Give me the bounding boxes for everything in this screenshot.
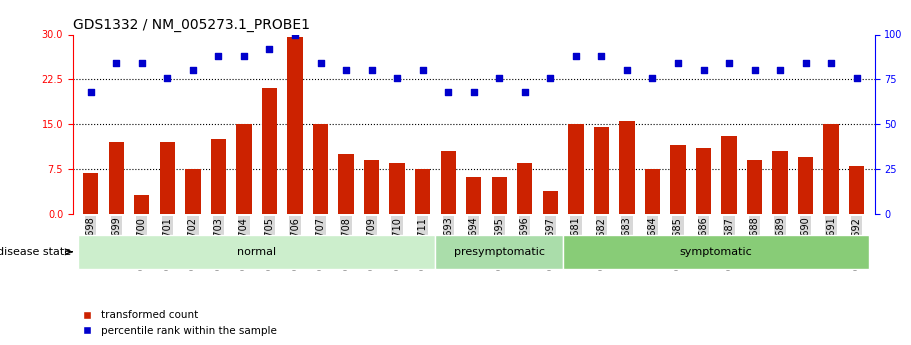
Bar xyxy=(645,169,660,214)
Text: presymptomatic: presymptomatic xyxy=(454,247,545,257)
Point xyxy=(135,60,149,66)
Bar xyxy=(83,173,98,214)
Point xyxy=(313,60,328,66)
Bar xyxy=(563,235,869,269)
Point xyxy=(773,68,787,73)
Bar xyxy=(722,136,737,214)
Bar xyxy=(798,157,814,214)
Point xyxy=(339,68,353,73)
Bar xyxy=(210,139,226,214)
Bar xyxy=(415,169,430,214)
Point xyxy=(186,68,200,73)
Bar xyxy=(78,235,435,269)
Point xyxy=(262,46,277,52)
Point xyxy=(109,60,124,66)
Point xyxy=(849,75,864,80)
Point xyxy=(722,60,736,66)
Bar xyxy=(312,124,328,214)
Bar xyxy=(390,163,404,214)
Bar xyxy=(824,124,839,214)
Legend: transformed count, percentile rank within the sample: transformed count, percentile rank withi… xyxy=(78,306,281,340)
Point xyxy=(568,53,583,59)
Bar xyxy=(134,195,149,214)
Bar xyxy=(435,235,563,269)
Bar xyxy=(517,163,532,214)
Point xyxy=(747,68,762,73)
Bar xyxy=(287,38,302,214)
Point xyxy=(441,89,456,95)
Bar xyxy=(466,177,481,214)
Bar xyxy=(159,142,175,214)
Point xyxy=(466,89,481,95)
Bar xyxy=(594,127,609,214)
Text: disease state: disease state xyxy=(0,247,72,257)
Point xyxy=(517,89,532,95)
Bar xyxy=(185,169,200,214)
Text: symptomatic: symptomatic xyxy=(680,247,752,257)
Bar xyxy=(236,124,251,214)
Point xyxy=(288,32,302,37)
Bar xyxy=(492,177,507,214)
Bar xyxy=(568,124,584,214)
Bar xyxy=(696,148,711,214)
Bar xyxy=(747,160,763,214)
Bar xyxy=(619,121,635,214)
Point xyxy=(645,75,660,80)
Bar xyxy=(773,151,788,214)
Point xyxy=(824,60,838,66)
Bar xyxy=(338,154,353,214)
Point xyxy=(670,60,685,66)
Bar xyxy=(670,145,686,214)
Bar xyxy=(261,88,277,214)
Point xyxy=(160,75,175,80)
Bar xyxy=(108,142,124,214)
Point xyxy=(543,75,558,80)
Bar xyxy=(849,166,865,214)
Point xyxy=(364,68,379,73)
Point xyxy=(492,75,507,80)
Point xyxy=(594,53,609,59)
Point xyxy=(415,68,430,73)
Point xyxy=(696,68,711,73)
Text: GDS1332 / NM_005273.1_PROBE1: GDS1332 / NM_005273.1_PROBE1 xyxy=(73,18,310,32)
Point xyxy=(390,75,404,80)
Point xyxy=(84,89,98,95)
Text: normal: normal xyxy=(237,247,276,257)
Point xyxy=(798,60,813,66)
Bar xyxy=(363,160,379,214)
Bar xyxy=(441,151,456,214)
Point xyxy=(211,53,226,59)
Bar xyxy=(543,191,558,214)
Point xyxy=(237,53,251,59)
Point xyxy=(619,68,634,73)
